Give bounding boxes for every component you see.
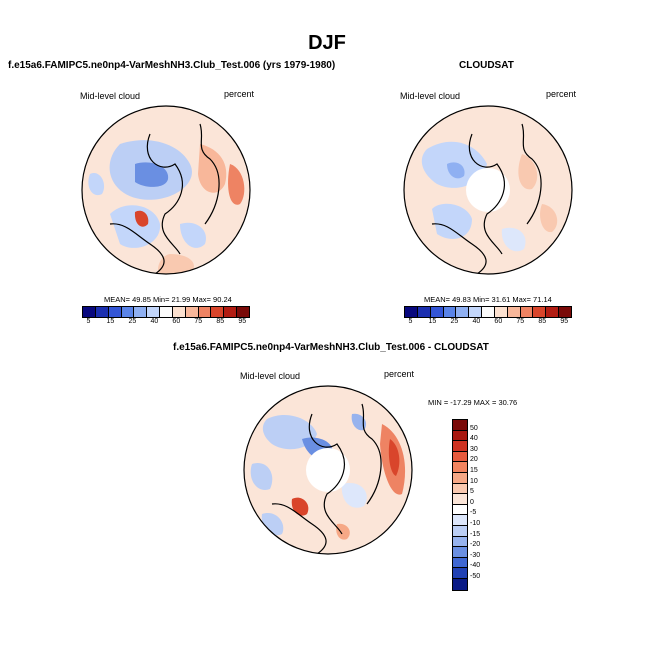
colorbar-swatch: [520, 307, 534, 317]
panel-1-title: f.e15a6.FAMIPC5.ne0np4-VarMeshNH3.Club_T…: [8, 60, 336, 71]
colorbar-swatch: [507, 307, 521, 317]
panel-3-units-label: percent: [384, 369, 415, 379]
colorbar-tick-label: 40: [150, 318, 159, 325]
colorbar-swatch: [108, 307, 122, 317]
panel-3-polar-map: [243, 385, 413, 555]
colorbar-swatch: [453, 472, 467, 484]
panel-2-stats: MEAN= 49.83 Min= 31.61 Max= 71.14: [424, 295, 552, 304]
colorbar-swatch: [160, 307, 173, 317]
colorbar-tick-label: 5: [86, 318, 91, 325]
colorbar-swatch: [453, 462, 467, 473]
colorbar-tick-label: 95: [560, 318, 569, 325]
colorbar-swatch: [134, 307, 148, 317]
colorbar-tick-label: 15: [428, 318, 437, 325]
panel-1-stats: MEAN= 49.85 Min= 21.99 Max= 90.24: [104, 295, 232, 304]
colorbar-swatch: [453, 578, 467, 590]
colorbar-swatch: [559, 307, 571, 317]
colorbar-swatch: [494, 307, 508, 317]
colorbar-swatch: [469, 307, 483, 317]
colorbar-swatch: [453, 525, 467, 537]
colorbar-swatch: [453, 451, 467, 463]
colorbar-tick-label: -5: [470, 509, 477, 517]
panel-3-title: f.e15a6.FAMIPC5.ne0np4-VarMeshNH3.Club_T…: [173, 342, 489, 353]
colorbar-swatch: [453, 536, 467, 548]
colorbar-tick-label: 95: [238, 318, 247, 325]
panel-2-variable-label: Mid-level cloud: [400, 91, 461, 101]
colorbar-swatch: [172, 307, 186, 317]
colorbar-tick-label: 40: [472, 318, 481, 325]
colorbar-tick-label: -40: [470, 562, 481, 570]
colorbar-tick-label: 10: [470, 477, 478, 485]
colorbar-swatch: [453, 430, 467, 442]
panel-1-polar-map: [81, 105, 251, 275]
colorbar-swatch: [121, 307, 135, 317]
panel-2-units-label: percent: [546, 89, 577, 99]
colorbar-swatch: [237, 307, 249, 317]
colorbar-tick-label: 15: [470, 467, 478, 474]
colorbar-swatch: [417, 307, 431, 317]
colorbar-swatch: [533, 307, 547, 317]
colorbar-tick-label: 20: [470, 456, 478, 464]
colorbar-swatch: [456, 307, 470, 317]
colorbar-tick-label: -20: [470, 541, 481, 549]
colorbar-swatch: [83, 307, 96, 317]
colorbar-swatch: [430, 307, 444, 317]
colorbar-tick-label: 25: [450, 318, 459, 325]
colorbar-swatch: [224, 307, 238, 317]
colorbar-swatch: [453, 483, 467, 495]
colorbar-swatch: [453, 441, 467, 452]
colorbar-tick-label: -15: [470, 530, 481, 538]
panel-3-stats: MIN = -17.29 MAX = 30.76: [428, 398, 518, 407]
colorbar-swatch: [453, 547, 467, 558]
colorbar-tick-label: -30: [470, 551, 481, 559]
colorbar-tick-label: 85: [538, 318, 547, 325]
colorbar-tick-label: 50: [470, 424, 478, 432]
colorbar-swatch: [405, 307, 418, 317]
colorbar-tick-label: 75: [194, 318, 203, 325]
colorbar-swatch: [198, 307, 212, 317]
colorbar-swatch: [453, 557, 467, 569]
panel-2-colorbar: 5 15 25 40 60 75 85 95: [404, 306, 572, 328]
colorbar-swatch: [482, 307, 495, 317]
colorbar-swatch: [147, 307, 161, 317]
panel-3-colorbar-labels: 50 40 30 20 15 10 5 0 -5 -10 -15 -20 -30 -40 -50: [470, 419, 500, 594]
colorbar-swatch: [453, 504, 467, 516]
panel-1-colorbar: 5 15 25 40 60 75 85 95: [82, 306, 250, 328]
colorbar-swatch: [443, 307, 457, 317]
colorbar-tick-label: 60: [172, 318, 181, 325]
colorbar-swatch: [95, 307, 109, 317]
colorbar-tick-label: 60: [494, 318, 503, 325]
colorbar-swatch: [546, 307, 560, 317]
colorbar-swatch: [453, 515, 467, 526]
panel-2-polar-map: [403, 105, 573, 275]
colorbar-swatch: [453, 494, 467, 505]
colorbar-swatch: [211, 307, 225, 317]
colorbar-tick-label: -10: [470, 520, 481, 527]
colorbar-swatch: [453, 420, 467, 431]
colorbar-tick-label: 0: [470, 498, 474, 506]
panel-3-colorbar: [452, 419, 468, 591]
colorbar-tick-label: 25: [128, 318, 137, 325]
colorbar-tick-label: 15: [106, 318, 115, 325]
colorbar-tick-label: 5: [470, 488, 474, 496]
colorbar-tick-label: -50: [470, 573, 481, 580]
panel-1-units-label: percent: [224, 89, 255, 99]
colorbar-swatch: [185, 307, 199, 317]
colorbar-tick-label: 5: [408, 318, 413, 325]
panel-2-title: CLOUDSAT: [459, 60, 514, 71]
colorbar-tick-label: 85: [216, 318, 225, 325]
colorbar-tick-label: 75: [516, 318, 525, 325]
colorbar-swatch: [453, 568, 467, 579]
panel-1-variable-label: Mid-level cloud: [80, 91, 141, 101]
panel-3-variable-label: Mid-level cloud: [240, 371, 301, 381]
colorbar-tick-label: 30: [470, 445, 478, 453]
figure-title: DJF: [308, 32, 346, 54]
colorbar-tick-label: 40: [470, 435, 478, 443]
